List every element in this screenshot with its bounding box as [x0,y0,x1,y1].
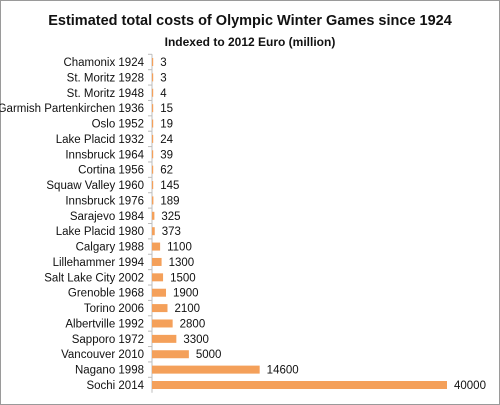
value-label: 3 [160,72,166,84]
category-label: Calgary 1988 [76,242,144,254]
category-label: Sapporo 1972 [72,334,144,346]
category-label: Oslo 1952 [92,119,144,131]
value-label: 1500 [170,272,196,284]
bar [152,227,155,236]
value-label: 15 [160,103,173,115]
value-label: 3 [160,57,166,69]
chart-subtitle: Indexed to 2012 Euro (million) [164,35,336,49]
bar [152,58,154,66]
value-label: 14600 [267,365,299,377]
bar [152,273,164,282]
bar [152,242,161,251]
bar [152,196,154,205]
value-label: 2800 [180,318,206,330]
category-label: Innsbruck 1976 [65,195,144,207]
value-label: 1300 [169,257,195,269]
bar [152,319,173,328]
category-label: Innsbruck 1964 [65,149,144,161]
value-label: 325 [161,211,180,223]
bar [152,288,167,297]
value-label: 145 [160,180,179,192]
category-label: Vancouver 2010 [61,349,144,361]
bar [152,304,168,313]
bar [152,165,154,174]
bar [152,88,154,97]
category-label: Lake Placid 1932 [56,134,144,146]
value-label: 373 [162,226,181,238]
category-label: Salt Lake City 2002 [44,272,144,284]
category-label: Squaw Valley 1960 [46,180,144,192]
category-label: Torino 2006 [84,303,144,315]
value-label: 24 [160,134,173,146]
chart-title: Estimated total costs of Olympic Winter … [48,13,452,29]
category-label: Grenoble 1968 [68,288,144,300]
value-label: 189 [160,195,179,207]
value-label: 1900 [173,288,199,300]
bar [152,257,162,266]
value-label: 3300 [183,334,209,346]
value-label: 1100 [167,242,192,254]
bar [152,211,155,220]
value-label: 5000 [196,349,222,361]
category-label: Cortina 1956 [78,165,144,177]
value-label: 40000 [454,380,486,392]
category-label: St. Moritz 1948 [67,88,144,100]
category-label: Sochi 2014 [86,380,144,392]
bar [152,150,154,159]
category-label: St. Moritz 1928 [67,72,144,84]
bar [152,73,154,82]
bar [152,104,154,113]
bar [152,350,189,359]
category-label: Lillehammer 1994 [53,257,145,269]
category-label: Lake Placid 1980 [56,226,144,238]
category-label: Garmish Partenkirchen 1936 [0,103,144,115]
value-label: 19 [160,119,173,131]
value-label: 39 [160,149,173,161]
category-label: Albertville 1992 [65,318,144,330]
bar [152,119,154,128]
bar [152,334,177,343]
category-label: Sarajevo 1984 [70,211,145,223]
bar [152,381,447,389]
bar [152,134,154,143]
bar [152,365,260,374]
bar [152,181,154,190]
category-label: Chamonix 1924 [63,57,144,69]
value-label: 4 [160,88,167,100]
value-label: 2100 [174,303,200,315]
category-label: Nagano 1998 [75,365,144,377]
value-label: 62 [160,165,173,177]
